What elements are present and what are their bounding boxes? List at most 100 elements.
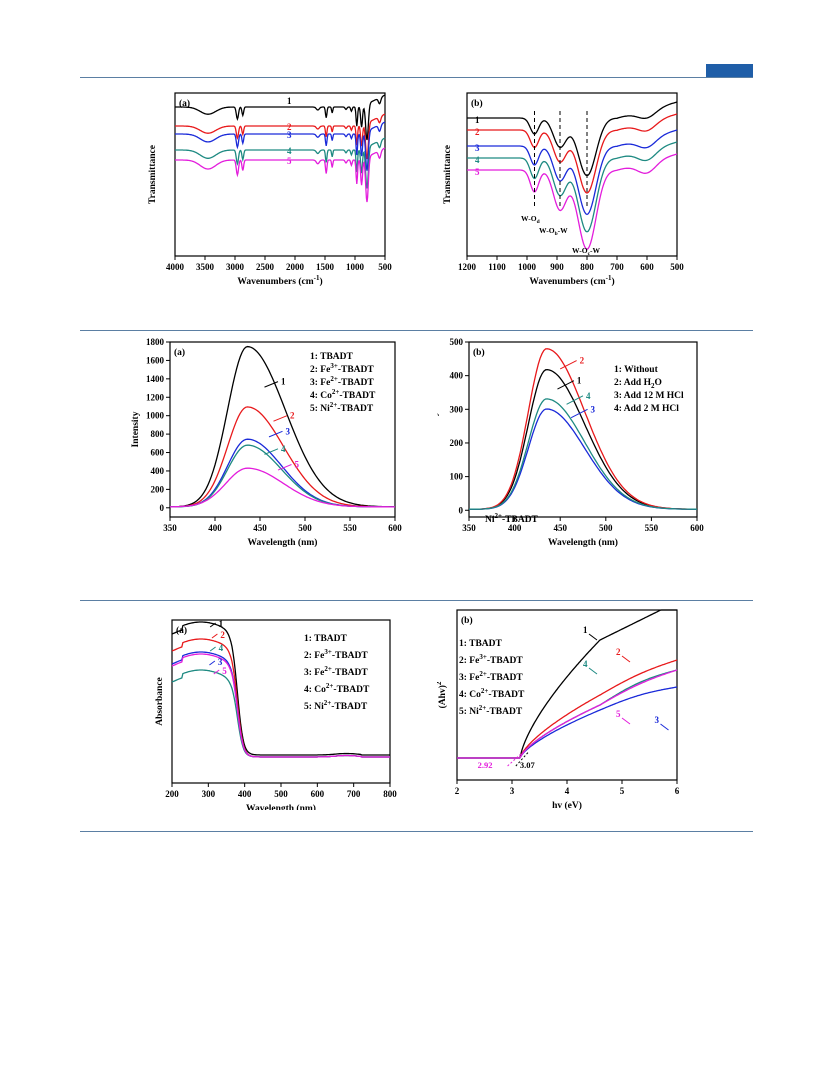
series-label: 2 <box>290 411 295 421</box>
series-pointer <box>660 723 669 731</box>
series-pointer <box>264 448 279 455</box>
series-line <box>467 153 678 250</box>
y-tick-label: 800 <box>151 429 165 439</box>
legend-entry: 2: Add H2O <box>614 378 662 390</box>
x-tick-label: 400 <box>508 523 522 533</box>
annotation-w-ob-w: W-Ob-W <box>539 226 568 237</box>
legend-entry: 1: TBADT <box>459 639 503 649</box>
series-line <box>175 121 386 171</box>
series-line <box>175 94 386 141</box>
tauc-chart-b: 2 3 4 5 6 hv (eV) (Ahv)2 (b) 1 2 3 4 5 2.92 3.07 1: TBA… <box>437 609 680 810</box>
y-tick-label: 1200 <box>146 392 165 402</box>
series-pointer <box>621 655 631 663</box>
y-tick-label: 1000 <box>146 411 165 421</box>
x-tick-label: 550 <box>343 523 357 533</box>
y-axis-label: Transmittance <box>148 145 158 204</box>
series-line <box>457 609 677 759</box>
series-pointer <box>588 633 598 641</box>
series-line <box>467 141 678 233</box>
x-tick-label: 700 <box>347 789 361 799</box>
series-line <box>469 348 697 510</box>
series-label: 1 <box>281 377 286 387</box>
legend-entry: 3: Fe2+-TBADT <box>459 670 523 683</box>
series-label: 5 <box>222 666 227 676</box>
series-line <box>170 467 395 508</box>
series-label: 4 <box>219 643 224 653</box>
y-axis-label: Transmittance <box>443 145 453 204</box>
x-axis-label: Wavenumbers (cm-1) <box>529 274 614 287</box>
y-tick-label: 100 <box>450 472 464 482</box>
x-tick-label: 700 <box>610 262 624 272</box>
ir-chart-b: 1200 1100 1000 900 800 700 600 500 Wavenumbers (… <box>443 92 684 287</box>
y-tick-label: 0 <box>160 503 165 513</box>
series-line <box>175 147 386 203</box>
series-label: 3 <box>591 404 596 414</box>
y-axis-label: Absorbance <box>155 677 165 726</box>
series-label: 5 <box>475 167 480 177</box>
x-tick-label: 350 <box>163 523 177 533</box>
bandgap-label-ni: 2.92 <box>478 760 493 770</box>
x-tick-label: 1500 <box>316 262 335 272</box>
legend-entry: 4: Co2+-TBADT <box>459 687 525 700</box>
x-tick-label: 500 <box>378 262 392 272</box>
series-label: 4 <box>475 155 480 165</box>
series-line <box>467 113 678 194</box>
series-line <box>467 129 678 216</box>
x-tick-label: 600 <box>690 523 704 533</box>
y-tick-label: 200 <box>151 484 165 494</box>
x-tick-label: 900 <box>550 262 564 272</box>
x-tick-label: 400 <box>208 523 222 533</box>
y-axis-label: Intensity <box>437 411 440 447</box>
series-label: 4 <box>287 146 292 156</box>
series-line <box>469 398 697 510</box>
sample-annotation: Ni2+-TBADT <box>485 512 539 525</box>
series-label: 2 <box>580 356 585 366</box>
y-axis-label: Intensity <box>131 411 141 447</box>
legend-entry: 1: Without <box>614 365 659 375</box>
header-tab <box>706 64 753 77</box>
x-tick-label: 200 <box>165 789 179 799</box>
y-tick-label: 200 <box>450 438 464 448</box>
series-label: 4 <box>281 444 286 454</box>
legend-entry: 3: Add 12 M HCl <box>614 391 684 401</box>
x-tick-label: 5 <box>620 786 625 796</box>
series-line <box>467 101 678 177</box>
bandgap-label-tbadt: 3.07 <box>520 760 536 770</box>
divider-1 <box>80 330 753 331</box>
series-label: 1 <box>287 96 292 106</box>
legend-entry: 3: Fe2+-TBADT <box>304 665 368 678</box>
series-label: 1 <box>577 376 582 386</box>
series-line <box>175 137 386 189</box>
legend-entry: 5: Ni2+-TBADT <box>304 699 368 712</box>
uv-chart-a: 200 300 400 500 600 700 800 Wavelength (nm) Abso… <box>155 619 397 810</box>
x-tick-label: 3 <box>510 786 515 796</box>
divider-3 <box>80 831 753 832</box>
series-line <box>171 653 390 758</box>
y-tick-label: 300 <box>450 404 464 414</box>
plot-frame <box>169 341 396 518</box>
x-tick-label: 500 <box>298 523 312 533</box>
series-label: 2 <box>475 127 480 137</box>
y-tick-label: 400 <box>151 466 165 476</box>
series-pointer <box>209 646 216 652</box>
series-pointer <box>621 717 631 725</box>
panel-label: (b) <box>471 98 483 109</box>
x-tick-label: 550 <box>645 523 659 533</box>
series-pointer <box>557 380 575 390</box>
legend-entry: 5: Ni2+-TBADT <box>310 401 374 414</box>
y-tick-label: 400 <box>450 371 464 381</box>
y-tick-label: 600 <box>151 448 165 458</box>
x-axis-label: Wavelength (nm) <box>548 537 618 547</box>
ir-chart-a: 4000 3500 3000 2500 2000 1500 1000 500 Wavenumbe… <box>148 92 392 287</box>
plot-frame <box>468 341 698 518</box>
series-pointer <box>209 660 216 666</box>
x-tick-label: 3000 <box>226 262 245 272</box>
x-tick-label: 300 <box>202 789 216 799</box>
legend-entry: 2: Fe3+-TBADT <box>304 648 368 661</box>
header-rule <box>80 77 753 78</box>
series-label: 2 <box>220 630 225 640</box>
legend-entry: 1: TBADT <box>304 634 348 644</box>
series-line <box>171 621 390 756</box>
pl-chart-a: 350 400 450 500 550 600 0 200 400 600 800 1000 1200 1… <box>131 337 402 547</box>
series-pointer <box>268 430 283 438</box>
